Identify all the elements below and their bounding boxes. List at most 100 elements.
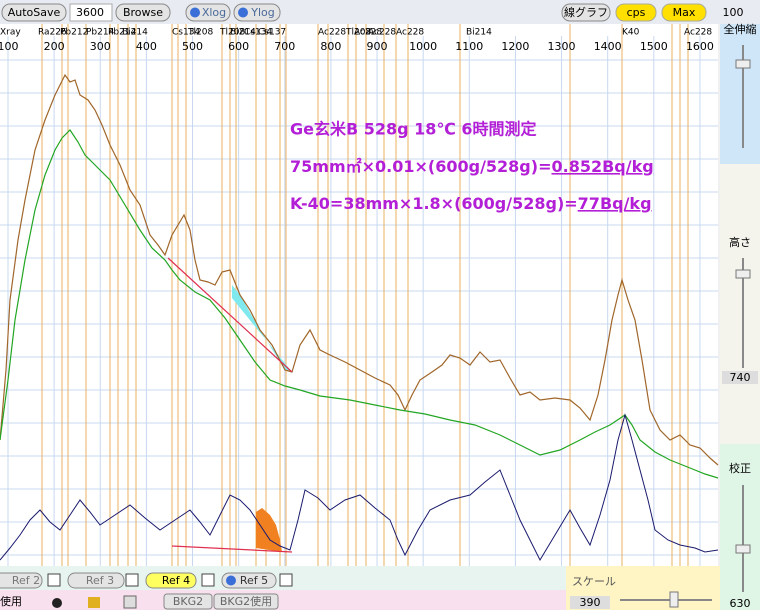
browse-button[interactable]: Browse [115,3,171,22]
isotope-label: Pb214 [108,28,137,38]
xlog-label: Xlog [202,6,226,19]
annotation-title: Ge玄米B 528g 18℃ 6時間測定 [290,120,537,139]
lock-icon[interactable] [88,597,100,608]
isotope-label: Ac228 [354,28,382,38]
energy-label: 700 [274,40,295,53]
plot-area [0,24,718,566]
cps-button[interactable]: cps [615,3,657,22]
background-curve [0,129,719,479]
isotope-label: K40 [622,28,640,38]
energy-label: 400 [136,40,157,53]
isotope-label: Pb212 [60,28,88,38]
isotope-label: Cs134 [244,28,272,38]
isotope-label: Bi214 [230,28,256,38]
annotation-k: K-40=38mm×1.8×(600g/528g)=77Bq/kg [290,194,652,213]
height-value: 740 [730,371,751,384]
calib-slider[interactable] [735,544,751,554]
isotope-label: Ac228 [396,28,424,38]
ref2-check[interactable] [47,573,61,587]
isotope-label: Bi214 [466,28,492,38]
time-field[interactable]: 3600 [69,3,113,22]
zoom-value: 100 [723,6,744,19]
energy-label: 500 [182,40,203,53]
ref4-button[interactable]: Ref 4 [145,572,197,589]
isotope-label: Ac228 [368,28,396,38]
bkg2-use-label: BKG2使用 [220,595,272,608]
energy-label: 1500 [640,40,668,53]
height-slider[interactable] [735,269,751,279]
energy-label: 900 [367,40,388,53]
browse-label: Browse [123,6,163,19]
time-value: 3600 [76,6,104,19]
isotope-label: Tl208 [187,28,213,38]
ref5-button[interactable]: Ref 5 [221,572,277,589]
ref3-label: Ref 3 [86,574,114,587]
baseline-diff [171,545,293,553]
ref5-check[interactable] [279,573,293,587]
isotope-label: Tl208 [219,28,245,38]
cs-result: 0.852Bq/kg [551,157,653,176]
cps-label: cps [627,6,646,19]
grid [0,36,718,566]
ref5-label: Ref 5 [240,574,268,587]
energy-axis: 100 200 300 400 500 600 700 800 900 1000 1100 1200 1… [0,40,714,53]
calib-value: 630 [730,597,751,610]
isotope-label: Ac228 [318,28,346,38]
k-formula: K-40=38mm×1.8×(600g/528g)= [290,194,578,213]
energy-label: 1300 [548,40,576,53]
ref4-label: Ref 4 [162,574,190,587]
annotation-cs: 75mm㎡×0.01×(600g/528g)=0.852Bq/kg [290,157,654,176]
scale-value: 390 [580,596,601,609]
calib-label: 校正 [729,461,751,475]
zoom-label: 全伸縮 [724,22,757,36]
height-box [722,371,758,384]
paw-icon[interactable] [52,598,62,608]
energy-label: 1100 [455,40,483,53]
ref3-button[interactable]: Ref 3 [67,572,125,589]
energy-label: 800 [320,40,341,53]
isotope-label: Cs134 [172,28,200,38]
energy-label: 300 [90,40,111,53]
max-button[interactable]: Max [661,3,707,22]
cs-peak-area-diff [256,508,282,552]
energy-label: 1400 [594,40,622,53]
bkg2-label: BKG2 [173,595,203,608]
energy-label: 100 [0,40,19,53]
bkg2-button[interactable]: BKG2 [163,593,213,610]
height-label: 高さ [729,235,751,249]
k-result: 77Bq/kg [578,194,652,213]
ref2-button[interactable]: Ref 2 [0,572,43,589]
autosave-button[interactable]: AutoSave [1,3,67,22]
spectrum-curve [0,73,719,466]
isotope-label: Ac228 [684,28,712,38]
graph-label: 線グラフ [564,5,608,19]
cs-peak-area [232,285,292,372]
difference-curve [0,413,719,562]
autosave-label: AutoSave [8,6,61,19]
energy-label: 200 [44,40,65,53]
ylog-label: Ylog [250,6,275,19]
zoom-slider[interactable] [735,59,751,69]
cs-formula: 75mm㎡×0.01×(600g/528g)= [290,157,551,176]
energy-label: 1000 [409,40,437,53]
isotope-label: Bi214 [122,28,148,38]
xlog-button[interactable]: Xlog [185,3,231,22]
graph-button[interactable]: 線グラフ [561,3,611,22]
isotope-label: Pb214 [86,28,115,38]
isotope-label: Tl208 [345,28,371,38]
ref3-check[interactable] [125,573,139,587]
use-label: 使用 [0,595,22,608]
bkg2-use-button[interactable]: BKG2使用 [213,593,279,610]
scale-box [570,596,610,609]
zoom-panel [720,24,760,164]
ref4-check[interactable] [201,573,215,587]
peak-markers [41,24,689,566]
energy-label: 1600 [686,40,714,53]
scale-label: スケール [572,575,616,588]
ylog-button[interactable]: Ylog [233,3,281,22]
isotope-label: Xray [0,28,21,38]
tool-icon[interactable] [123,595,137,609]
scale-slider[interactable] [669,591,679,608]
